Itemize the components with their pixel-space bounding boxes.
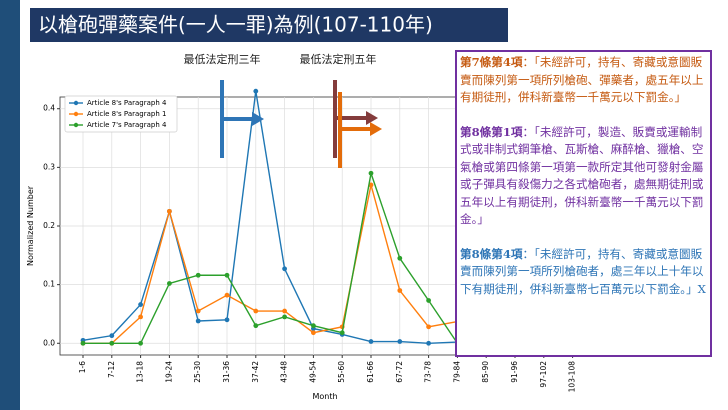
legend-marker bbox=[73, 100, 79, 106]
law-text: ：「未經許可，持有、寄藏或意圖販賣而陳列第一項所列槍砲者，處三年以上十年以下有期… bbox=[460, 246, 706, 296]
x-tick-label: 43-48 bbox=[280, 361, 289, 383]
y-tick-label: 0.1 bbox=[43, 280, 55, 289]
data-point bbox=[253, 308, 259, 314]
series-line bbox=[83, 184, 458, 344]
data-point bbox=[224, 292, 230, 298]
law-heading: 第8條第1項 bbox=[460, 124, 523, 139]
data-point bbox=[397, 255, 403, 261]
y-tick-label: 0.2 bbox=[43, 221, 55, 230]
legend-label: Article 8's Paragraph 1 bbox=[87, 110, 166, 118]
series-line bbox=[83, 173, 458, 344]
x-tick-label: 1-6 bbox=[78, 361, 87, 373]
x-tick-label: 79-84 bbox=[452, 361, 461, 383]
data-point bbox=[311, 323, 316, 329]
data-point bbox=[80, 340, 86, 346]
data-point bbox=[109, 333, 115, 339]
data-point bbox=[253, 88, 259, 94]
arrow-head bbox=[252, 112, 264, 126]
x-tick-label: 103-108 bbox=[568, 361, 577, 393]
data-point bbox=[426, 298, 431, 303]
x-tick-label: 7-12 bbox=[107, 361, 116, 378]
y-tick-label: 0.4 bbox=[43, 104, 55, 113]
law-text: ：「未經許可，製造、販賣或運輸制式或非制式鋼筆槍、瓦斯槍、麻醉槍、獵槍、空氣槍或… bbox=[460, 124, 704, 227]
law-paragraph: 第7條第4項：「未經許可，持有、寄藏或意圖販賣而陳列第一項所列槍砲、彈藥者，處五… bbox=[460, 54, 707, 107]
x-tick-label: 49-54 bbox=[308, 361, 317, 383]
series-line bbox=[82, 91, 458, 344]
arrow-head bbox=[366, 111, 378, 125]
law-heading: 第7條第4項 bbox=[460, 55, 523, 69]
annotation: 最低法定刑五年 bbox=[300, 52, 377, 66]
data-point bbox=[138, 314, 144, 320]
x-tick-label: 31-36 bbox=[222, 361, 231, 383]
data-point bbox=[253, 323, 259, 329]
data-point bbox=[282, 266, 287, 272]
data-point bbox=[368, 339, 374, 344]
y-tick-label: 0.0 bbox=[43, 338, 55, 347]
x-tick-label: 97-102 bbox=[539, 361, 548, 388]
data-point bbox=[397, 339, 403, 344]
legend-marker bbox=[73, 111, 79, 117]
legend-label: Article 7's Paragraph 4 bbox=[87, 121, 167, 129]
data-point bbox=[282, 308, 287, 314]
law-text-box: 第7條第4項：「未經許可，持有、寄藏或意圖販賣而陳列第一項所列槍砲、彈藥者，處五… bbox=[455, 50, 712, 357]
data-point bbox=[109, 340, 115, 346]
data-point bbox=[138, 302, 144, 307]
data-point bbox=[138, 340, 144, 346]
data-point bbox=[311, 330, 316, 336]
side-bar bbox=[0, 0, 20, 410]
x-tick-label: 19-24 bbox=[164, 361, 173, 383]
data-point bbox=[167, 281, 172, 286]
x-tick-label: 61-66 bbox=[366, 361, 375, 383]
y-tick-label: 0.3 bbox=[43, 162, 55, 171]
legend-box bbox=[64, 95, 178, 133]
law-paragraph: 第8條第1項：「未經許可，製造、販賣或運輸制式或非制式鋼筆槍、瓦斯槍、麻醉槍、獵… bbox=[460, 124, 707, 229]
arrow-head bbox=[370, 122, 382, 136]
law-paragraph: 第8條第4項：「未經許可，持有、寄藏或意圖販賣而陳列第一項所列槍砲者，處三年以上… bbox=[460, 246, 707, 299]
data-point bbox=[195, 272, 201, 278]
arrows bbox=[220, 80, 382, 168]
x-tick-label: 13-18 bbox=[136, 361, 145, 383]
data-point bbox=[282, 314, 287, 320]
data-point bbox=[397, 288, 403, 293]
annotation: 最低法定刑三年 bbox=[184, 52, 261, 66]
legend-marker bbox=[73, 122, 79, 128]
x-tick-label: 73-78 bbox=[424, 361, 433, 383]
x-axis-label: Month bbox=[312, 392, 337, 401]
x-tick-label: 25-30 bbox=[193, 361, 202, 383]
data-point bbox=[167, 208, 172, 214]
title-box bbox=[30, 8, 508, 42]
x-tick-label: 91-96 bbox=[510, 361, 519, 383]
data-point bbox=[426, 340, 431, 346]
law-heading: 第8條第4項 bbox=[460, 246, 523, 261]
slide-title: 以槍砲彈藥案件(一人一罪)為例(107-110年) bbox=[38, 13, 433, 37]
data-point bbox=[426, 324, 431, 330]
data-point bbox=[339, 330, 345, 336]
data-point bbox=[195, 318, 201, 324]
y-axis-label: Normalized Number bbox=[26, 185, 35, 266]
data-point bbox=[224, 317, 230, 323]
data-point bbox=[224, 272, 230, 278]
data-point bbox=[368, 170, 374, 176]
x-tick-label: 85-90 bbox=[481, 361, 490, 383]
law-text: ：「未經許可，持有、寄藏或意圖販賣而陳列第一項所列槍砲、彈藥者，處五年以上有期徒… bbox=[460, 55, 704, 104]
x-tick-label: 55-60 bbox=[337, 361, 346, 383]
data-point bbox=[195, 308, 201, 314]
x-tick-label: 37-42 bbox=[251, 361, 260, 383]
x-tick-label: 67-72 bbox=[395, 361, 404, 383]
legend-label: Article 8's Paragraph 4 bbox=[87, 99, 167, 107]
legend: Article 8's Paragraph 4 Article 8's Parag… bbox=[64, 95, 178, 133]
